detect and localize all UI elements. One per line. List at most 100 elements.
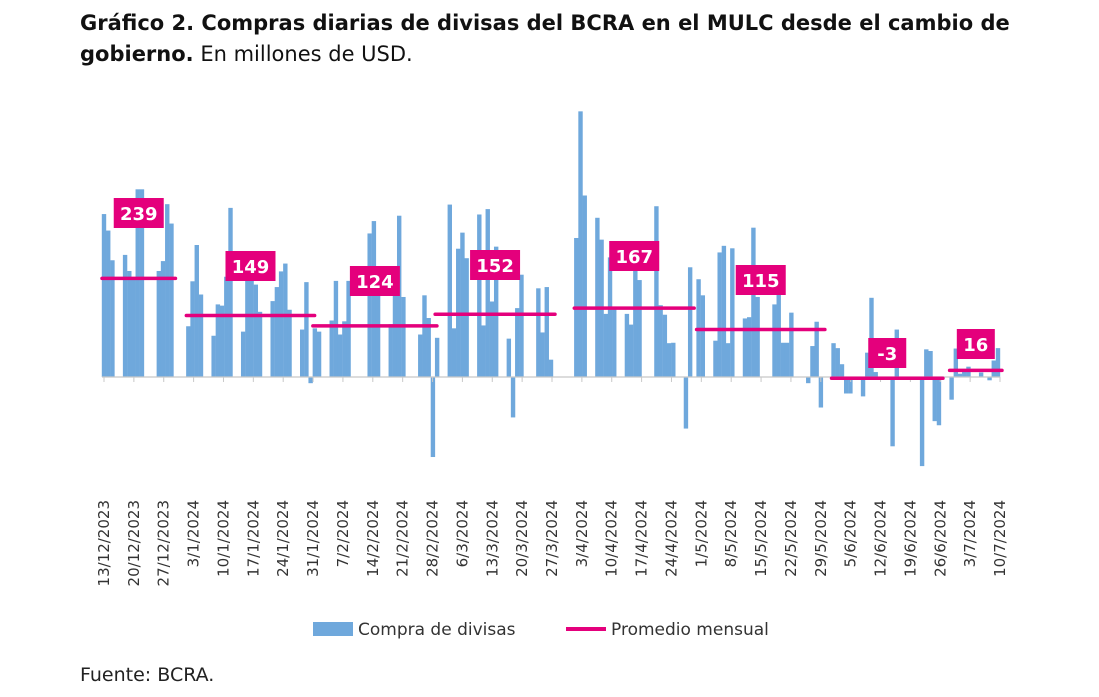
x-tick-label: 8/5/2024 [722,500,740,567]
bar [316,331,322,378]
bar [493,246,499,377]
bar [957,373,963,377]
x-tick-label: 20/3/2024 [513,500,531,577]
x-tick-labels: 13/12/2023 20/12/2023 27/12/2023 3/1/2024 10… [95,500,1009,586]
bar [607,257,613,378]
bar [346,280,351,377]
bar [818,377,824,408]
bar [215,304,221,377]
bar [139,189,145,377]
x-tick-label: 3/1/2024 [185,500,203,567]
bar [367,233,372,377]
bar [430,377,436,458]
bar [776,269,781,377]
bar [936,377,942,426]
x-tick-label: 17/1/2024 [244,500,262,577]
bar [110,260,115,377]
bar [106,230,111,377]
bar [725,343,731,377]
bar [426,318,431,377]
bar [451,328,457,377]
x-tick-label: 5/6/2024 [842,500,860,567]
bar [624,313,630,377]
x-tick-label: 26/6/2024 [931,500,949,577]
bar [122,254,128,377]
bar [721,245,727,377]
bar [510,377,516,418]
monthly-average-label: 239 [120,204,158,225]
chart-title-bold: Gráfico 2. Compras diarias de divisas de… [80,11,1010,66]
x-tick-label: 28/2/2024 [424,500,442,577]
bar [333,280,339,377]
bar [700,295,706,377]
bar [810,346,815,377]
bar [612,306,617,378]
bar [772,304,777,377]
monthly-average-badge [349,266,400,296]
bar [515,308,520,377]
x-tick-label: 27/12/2023 [155,500,173,586]
bar [371,221,377,377]
monthly-average-badge [956,329,995,359]
bar [392,290,398,378]
x-tick-label: 31/1/2024 [304,500,322,577]
bar [687,267,693,377]
bar [375,285,381,377]
bar [730,248,735,377]
bar [654,206,659,377]
bar [949,377,954,400]
bar [329,320,334,377]
bar [224,276,229,377]
bar [890,377,895,447]
bar [536,288,541,377]
bar [835,348,840,378]
bar [780,342,786,377]
x-tick-label: 19/6/2024 [901,500,919,577]
chart-title-units: En millones de USD. [200,42,413,66]
bars-layer [101,111,1001,467]
bar [308,377,313,384]
x-tick-label: 7/2/2024 [334,500,352,567]
bar [506,338,512,377]
bar [388,324,393,377]
bar [919,377,925,467]
bar [548,359,554,377]
x-tick-label: 12/6/2024 [872,500,890,577]
bar [582,195,587,377]
bar [283,263,288,377]
bar [401,296,406,377]
monthly-average-badge [735,265,786,295]
bar [666,343,672,377]
x-tick-label: 10/7/2024 [991,500,1009,577]
bar [190,281,195,377]
bar [127,270,132,377]
bar [540,332,545,377]
bar [131,279,136,377]
bar [932,377,937,422]
monthly-average-badge [609,241,660,271]
bar [485,209,490,377]
bar [814,321,819,377]
bar [544,287,549,377]
x-tick-label: 13/3/2024 [483,500,501,577]
bar [755,296,760,377]
x-tick-label: 24/4/2024 [662,500,680,577]
x-tick-label: 1/5/2024 [692,500,710,567]
bar [995,348,1001,378]
bar [658,305,663,377]
bar [924,349,929,377]
bar [578,111,583,377]
monthly-average-label: -3 [877,344,897,365]
monthly-average-badge [113,198,164,228]
bar [274,287,280,377]
x-tick-label: 6/3/2024 [453,500,471,567]
x-tick-label: 10/4/2024 [603,500,621,577]
x-tick-label: 21/2/2024 [394,500,412,577]
bar [987,377,992,381]
x-tick-label: 22/5/2024 [782,500,800,577]
legend-bar-swatch [313,622,353,636]
bar [839,364,845,377]
monthly-average-badge [470,250,521,280]
bar [300,329,305,377]
bar [464,258,469,377]
